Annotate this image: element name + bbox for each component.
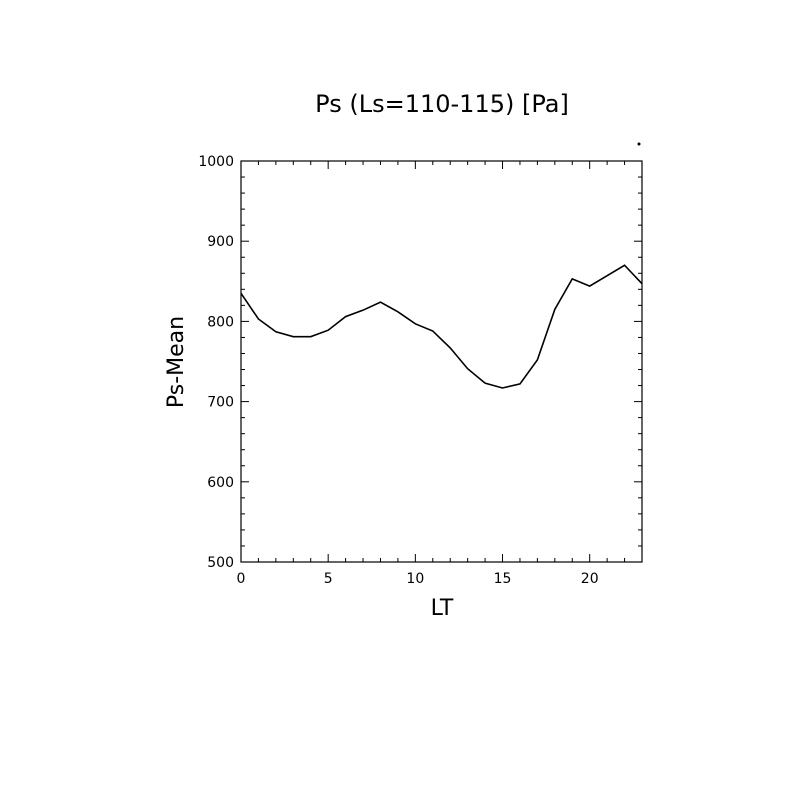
- y-tick-label: 700: [207, 395, 234, 411]
- x-tick-label: 20: [581, 571, 599, 587]
- y-tick-label: 600: [207, 475, 234, 491]
- y-tick-label: 500: [207, 555, 234, 571]
- y-tick-label: 900: [207, 234, 234, 250]
- chart-title: Ps (Ls=110-115) [Pa]: [315, 90, 569, 118]
- tick-labels: 0 5 10 15 20 500 600 700 800 900 1000: [198, 154, 598, 587]
- y-tick-label: 800: [207, 314, 234, 330]
- corner-dot: [637, 142, 641, 146]
- y-axis-label: Ps-Mean: [164, 316, 189, 408]
- x-axis-label: LT: [431, 596, 454, 621]
- plot-frame: [240, 160, 643, 563]
- y-tick-label: 1000: [198, 154, 234, 170]
- x-tick-label: 15: [494, 571, 512, 587]
- x-tick-label: 10: [406, 571, 424, 587]
- x-tick-label: 0: [237, 571, 246, 587]
- series-line: [240, 264, 643, 389]
- x-tick-label: 5: [324, 571, 333, 587]
- plot-area: 0 5 10 15 20 500 600 700 800 900 1000: [198, 154, 643, 587]
- ticks: [240, 160, 643, 563]
